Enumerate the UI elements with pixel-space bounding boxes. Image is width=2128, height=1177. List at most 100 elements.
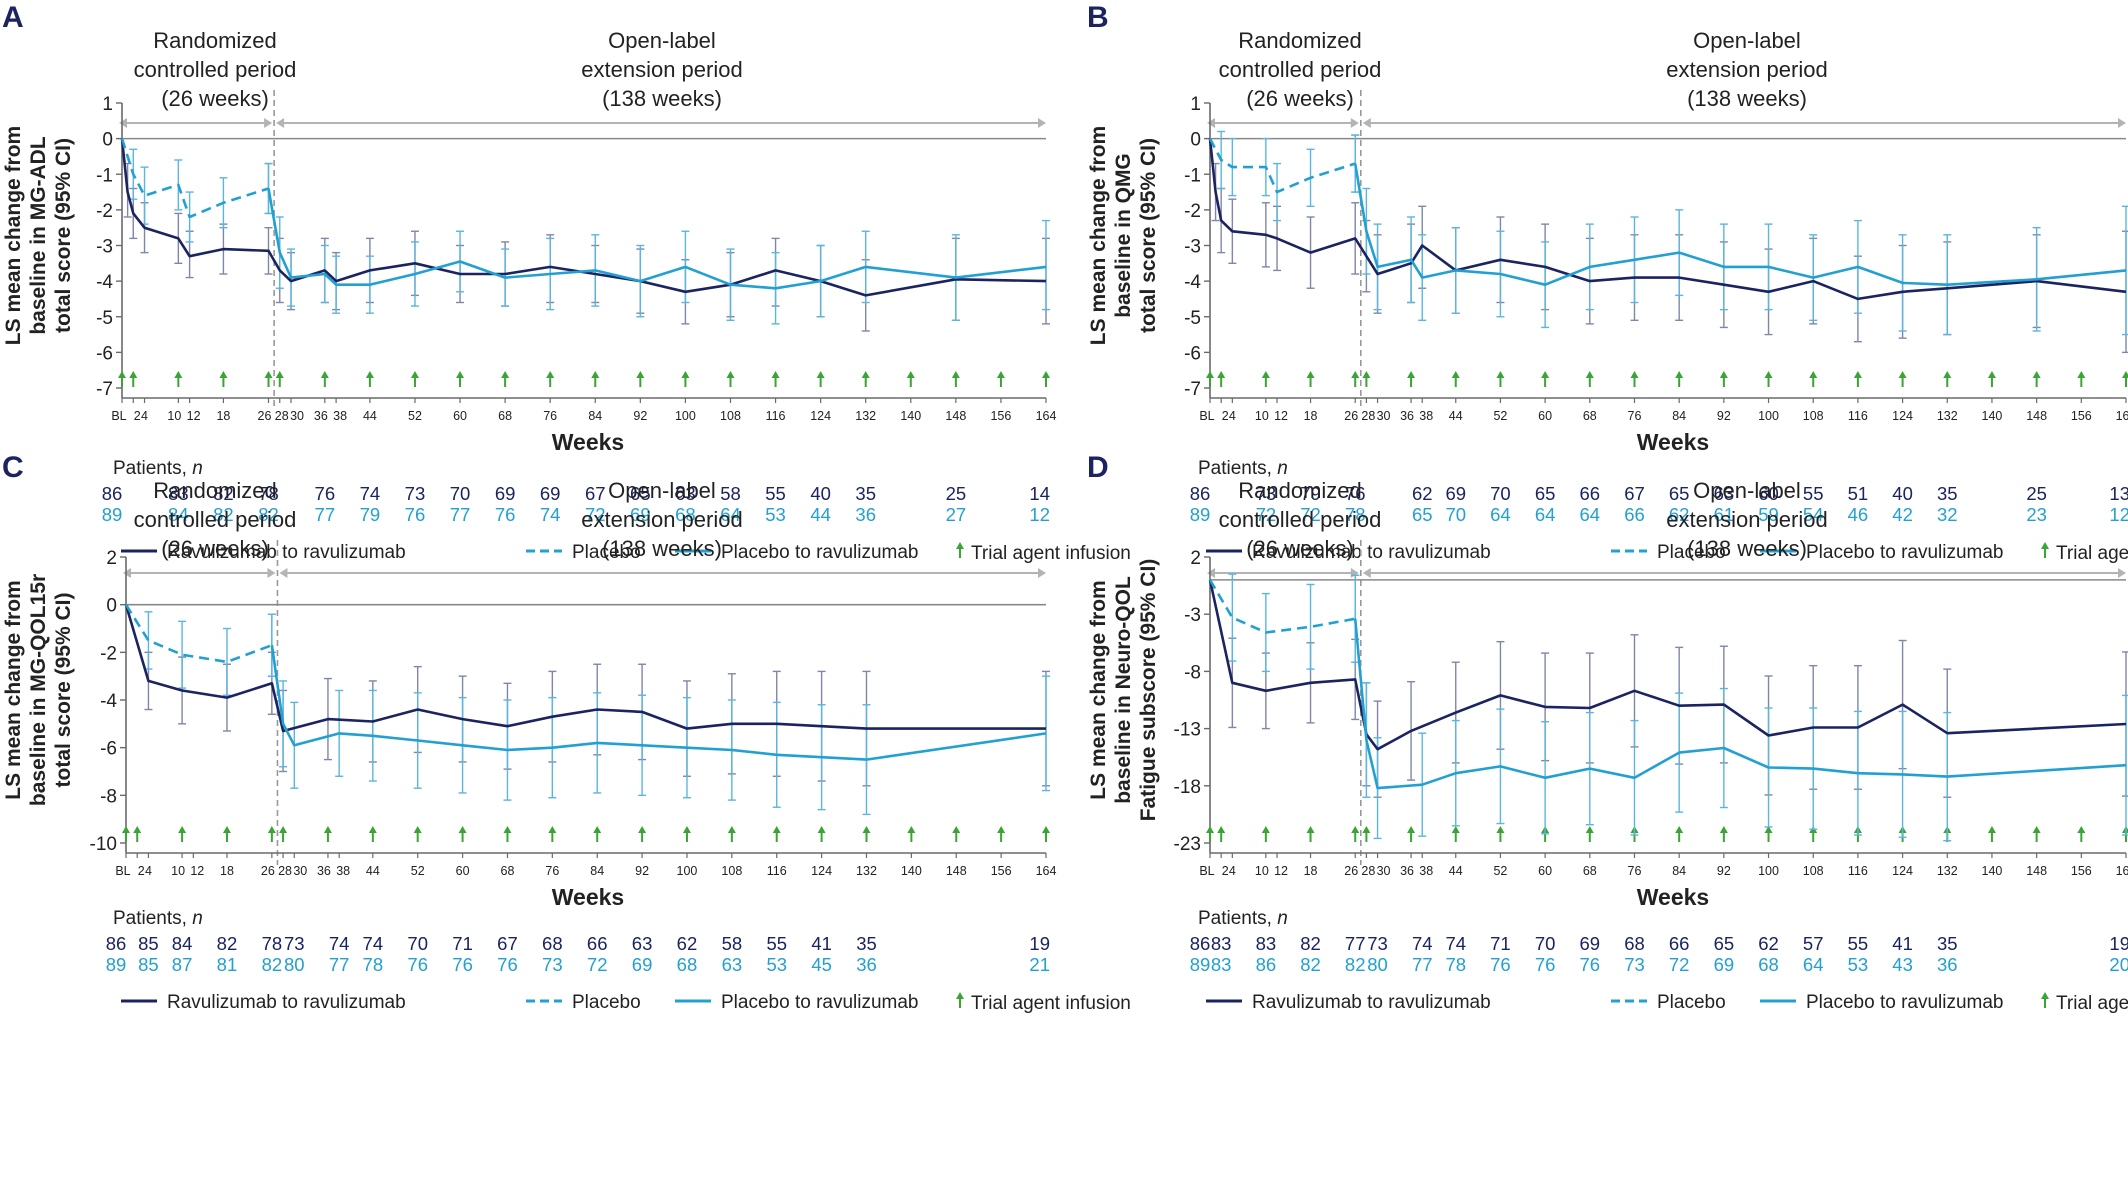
legend-label: Ravulizumab to ravulizumab (167, 542, 406, 563)
period-label-open-label: Open-label (1693, 28, 1801, 53)
patient-count: 65 (1412, 504, 1433, 525)
patient-count: 76 (497, 954, 518, 975)
patient-count: 78 (262, 933, 283, 954)
patients-label-text: Patients, (113, 458, 192, 479)
y-axis-title: total score (95% CI) (52, 138, 75, 333)
patients-label-n: n (1277, 908, 1288, 929)
y-tick-label: -3 (96, 237, 113, 258)
y-axis-title: LS mean change from (1087, 126, 1110, 345)
period-label-randomized: Randomized (1238, 28, 1362, 53)
patient-count: 83 (1256, 933, 1277, 954)
panel-b: B Randomized controlled period (26 weeks) Op… (1087, 1, 2128, 564)
period-arrow-open-label-head-left (1362, 118, 1371, 128)
y-tick-label: -23 (1174, 834, 1201, 855)
patient-count: 70 (1490, 483, 1511, 504)
x-tick-label: 92 (633, 409, 647, 423)
x-tick-label: 164 (1036, 409, 1057, 423)
period-label-open-label: (138 weeks) (602, 86, 722, 111)
x-tick-label: 100 (675, 409, 696, 423)
x-tick-label: 84 (590, 864, 604, 878)
infusion-arrow-head (591, 371, 600, 378)
x-tick-label: 12 (187, 409, 201, 423)
patient-count: 66 (1580, 483, 1601, 504)
y-tick-label: -8 (100, 786, 117, 807)
x-tick-label: 38 (336, 864, 350, 878)
patient-count: 77 (1345, 933, 1366, 954)
x-tick-label: 30 (293, 864, 307, 878)
patient-count: 82 (1300, 933, 1321, 954)
panel-letter: C (2, 451, 24, 484)
infusion-arrow-head (1764, 371, 1773, 378)
infusion-arrow-head (996, 371, 1005, 378)
legend-label: Trial agent infusion (971, 993, 1131, 1014)
infusion-arrow-head (548, 826, 557, 833)
x-tick-label: 36 (314, 409, 328, 423)
y-tick-label: -6 (96, 343, 113, 364)
period-label-randomized: Randomized (1238, 478, 1362, 503)
y-axis-title: LS mean change from (2, 126, 25, 345)
infusion-arrow-head (1042, 371, 1050, 378)
patient-count: 25 (2026, 483, 2047, 504)
patient-count: 12 (2109, 504, 2128, 525)
patient-count: 69 (632, 954, 653, 975)
patient-count: 70 (1445, 504, 1466, 525)
patient-count: 69 (1580, 933, 1601, 954)
patient-count: 82 (262, 954, 283, 975)
patient-count: 72 (587, 954, 608, 975)
series-line-placebo (1208, 137, 1356, 194)
x-tick-label: 156 (2071, 864, 2092, 878)
x-tick-label: 26 (1344, 864, 1358, 878)
patient-count: 80 (1367, 954, 1388, 975)
y-tick-label: -7 (1184, 379, 1201, 400)
patient-count: 86 (102, 483, 123, 504)
infusion-arrow-head (1362, 826, 1371, 833)
patient-count: 69 (540, 483, 561, 504)
patient-count: 87 (172, 954, 193, 975)
x-tick-label: 2 (1222, 409, 1229, 423)
period-label-randomized: controlled period (134, 57, 297, 82)
x-tick-label: 12 (190, 864, 204, 878)
series-line-placebo (1208, 579, 1356, 634)
x-tick-label: 108 (1803, 409, 1824, 423)
patients-label-text: Patients, (1198, 458, 1277, 479)
patients-label-text: Patients, (1198, 908, 1277, 929)
x-tick-label: 116 (1848, 864, 1868, 878)
infusion-arrow-head (1987, 371, 1996, 378)
legend-label: Ravulizumab to ravulizumab (1252, 542, 1491, 563)
patient-count: 86 (1190, 483, 1211, 504)
infusion-arrow-head (1206, 826, 1214, 833)
infusion-arrow-head (2122, 371, 2128, 378)
period-label-open-label: (138 weeks) (1687, 86, 1807, 111)
infusion-arrow-head (456, 371, 465, 378)
period-label-randomized: Randomized (153, 478, 277, 503)
x-tick-label: 68 (498, 409, 512, 423)
patient-count: 81 (217, 954, 238, 975)
infusion-arrow-head (1809, 371, 1818, 378)
y-axis-title: Fatigue subscore (95% CI) (1137, 559, 1160, 822)
x-tick-label: 100 (1758, 864, 1779, 878)
patient-count: 71 (452, 933, 473, 954)
infusion-arrow-head (264, 371, 273, 378)
infusion-arrow-head (2077, 826, 2086, 833)
legend-label: Placebo (1657, 992, 1726, 1013)
infusion-arrow-head (862, 826, 871, 833)
x-tick-label: 76 (543, 409, 557, 423)
patient-count: 40 (1892, 483, 1913, 504)
patient-count: 89 (1190, 504, 1211, 525)
patient-count: 60 (1758, 483, 1779, 504)
y-tick-label: 0 (1190, 130, 1201, 151)
x-tick-label: 26 (1344, 409, 1358, 423)
patient-count: 73 (284, 933, 305, 954)
patient-count: 68 (677, 954, 698, 975)
patient-count: 44 (810, 504, 831, 525)
period-label-open-label: (138 weeks) (1687, 536, 1807, 561)
patient-count: 62 (1758, 933, 1779, 954)
x-tick-label: 28 (278, 864, 292, 878)
patient-count: 53 (1848, 954, 1869, 975)
y-tick-label: -5 (1184, 308, 1201, 329)
patient-count: 64 (1535, 504, 1556, 525)
y-tick-label: -7 (96, 379, 113, 400)
infusion-arrow-head (279, 826, 288, 833)
x-tick-label: 84 (588, 409, 602, 423)
